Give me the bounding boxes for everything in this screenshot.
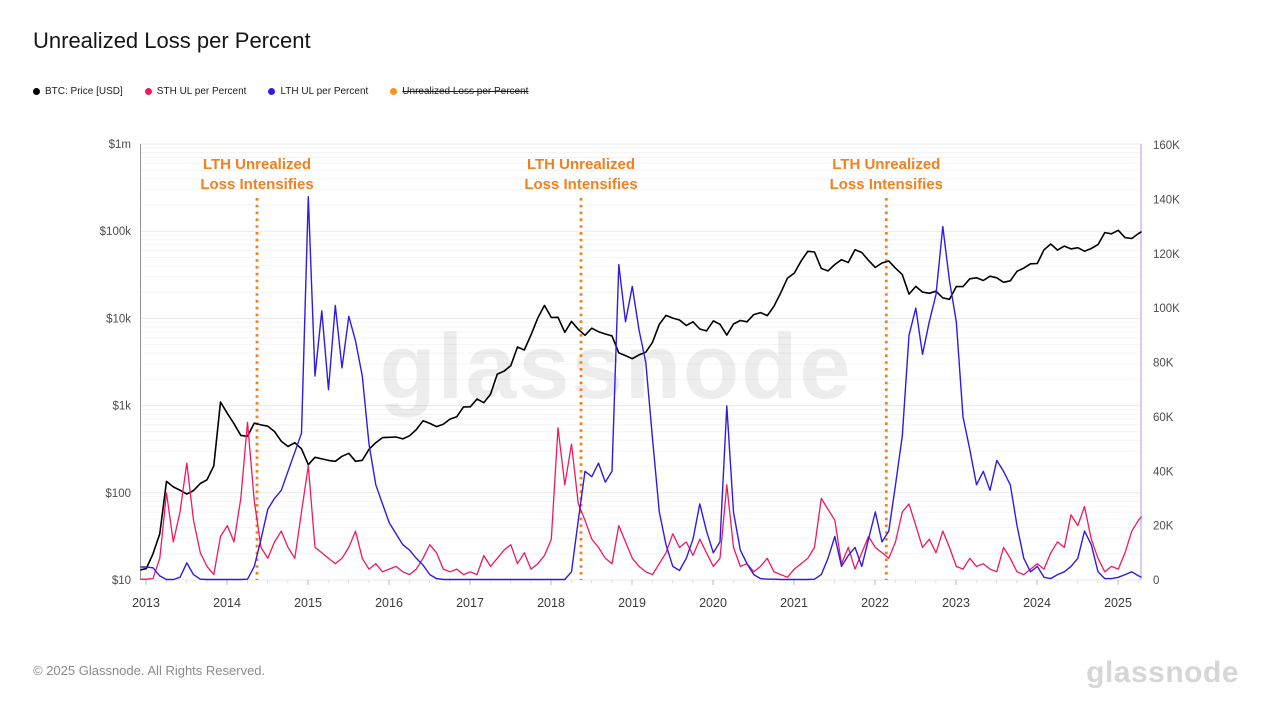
legend-item-label: LTH UL per Percent bbox=[280, 86, 369, 97]
legend-dot-sth-ul bbox=[144, 88, 152, 95]
x-tick-label: 2024 bbox=[1023, 596, 1051, 610]
event-annotation-label: Loss Intensifies bbox=[200, 176, 313, 193]
y-left-tick-label: $1k bbox=[112, 401, 131, 413]
legend-dot-unrealized-loss bbox=[390, 88, 398, 95]
legend-item-label: Unrealized Loss per Percent bbox=[402, 86, 529, 97]
axis-labels: $1m $100k $10k $1k $100 $10 160K 140K 120K 100K 80… bbox=[100, 139, 1181, 610]
legend-item-label: STH UL per Percent bbox=[156, 86, 247, 97]
event-annotation-label: LTH Unrealized bbox=[203, 156, 311, 173]
y-right-tick-label: 20K bbox=[1153, 521, 1174, 533]
annotations: LTH Unrealized Loss Intensifies LTH Unreal… bbox=[200, 156, 943, 580]
legend-item-btc-price[interactable]: BTC: Price [USD] bbox=[33, 86, 123, 97]
legend-item-unrealized-loss[interactable]: Unrealized Loss per Percent bbox=[390, 86, 528, 97]
x-tick-label: 2021 bbox=[780, 596, 808, 610]
y-right-tick-label: 120K bbox=[1153, 249, 1180, 261]
series-sth-ul-per-percent bbox=[140, 421, 1142, 580]
x-tick-label: 2015 bbox=[294, 596, 322, 610]
axes bbox=[140, 144, 1142, 585]
y-left-tick-label: $1m bbox=[109, 139, 131, 151]
y-left-tick-label: $10k bbox=[106, 313, 131, 325]
x-tick-label: 2018 bbox=[537, 596, 565, 610]
page-title: Unrealized Loss per Percent bbox=[33, 28, 311, 53]
x-tick-label: 2019 bbox=[618, 596, 646, 610]
legend-item-label: BTC: Price [USD] bbox=[45, 86, 123, 97]
x-tick-label: 2022 bbox=[861, 596, 889, 610]
x-tick-label: 2023 bbox=[942, 596, 970, 610]
event-annotation-label: Loss Intensifies bbox=[524, 176, 637, 193]
series-lth-ul-per-percent bbox=[140, 196, 1142, 581]
x-tick-label: 2017 bbox=[456, 596, 484, 610]
event-annotation-label: LTH Unrealized bbox=[832, 156, 940, 173]
y-right-tick-label: 0 bbox=[1153, 575, 1159, 587]
x-tick-label: 2013 bbox=[132, 596, 160, 610]
y-right-tick-label: 140K bbox=[1153, 194, 1180, 206]
series-btc-price-usd bbox=[140, 229, 1142, 571]
legend-item-sth-ul[interactable]: STH UL per Percent bbox=[144, 86, 247, 97]
x-tick-label: 2020 bbox=[699, 596, 727, 610]
x-tick-label: 2025 bbox=[1104, 596, 1132, 610]
legend-dot-lth-ul bbox=[268, 88, 276, 95]
legend-dot-btc-price bbox=[33, 88, 40, 95]
y-left-tick-label: $100 bbox=[105, 488, 131, 500]
glassnode-logo: glassnode bbox=[1086, 656, 1239, 689]
series-lines bbox=[140, 196, 1142, 581]
y-left-tick-label: $10 bbox=[112, 575, 131, 587]
legend: BTC: Price [USD] STH UL per Percent LTH … bbox=[33, 86, 528, 97]
legend-item-lth-ul[interactable]: LTH UL per Percent bbox=[268, 86, 368, 97]
y-right-tick-label: 40K bbox=[1153, 466, 1174, 478]
x-tick-label: 2016 bbox=[375, 596, 403, 610]
y-right-tick-label: 100K bbox=[1153, 303, 1180, 315]
x-tick-label: 2014 bbox=[213, 596, 241, 610]
event-annotation-label: Loss Intensifies bbox=[830, 176, 943, 193]
y-left-tick-label: $100k bbox=[100, 226, 132, 238]
y-right-tick-label: 160K bbox=[1153, 140, 1180, 152]
copyright-text: © 2025 Glassnode. All Rights Reserved. bbox=[33, 663, 266, 678]
y-right-tick-label: 60K bbox=[1153, 412, 1174, 424]
gridlines bbox=[140, 143, 1141, 581]
y-right-tick-label: 80K bbox=[1153, 358, 1174, 370]
event-annotation-label: LTH Unrealized bbox=[527, 156, 635, 173]
